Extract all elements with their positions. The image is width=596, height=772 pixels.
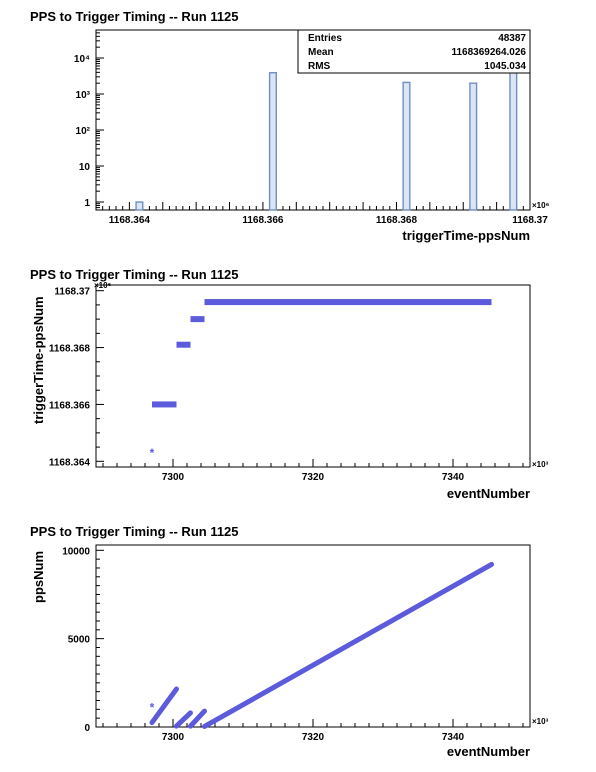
y-tick-label: 1168.37 bbox=[54, 287, 90, 298]
y-tick-label: 10³ bbox=[76, 90, 91, 101]
y-tick-label: 10 bbox=[79, 162, 91, 173]
x-tick-label: 7320 bbox=[302, 472, 325, 483]
histogram-x-label: triggerTime-ppsNum bbox=[402, 228, 530, 243]
pps-vs-event-x-label: eventNumber bbox=[447, 744, 530, 759]
data-band bbox=[176, 341, 191, 348]
histogram-bar bbox=[402, 81, 411, 211]
pps-vs-event-y-label: ppsNum bbox=[31, 551, 46, 603]
data-trend-line bbox=[188, 708, 207, 729]
data-trend-line bbox=[174, 710, 193, 729]
trigger-vs-event-y-label: triggerTime-ppsNum bbox=[31, 296, 46, 424]
pps-vs-event-panel: PPS to Trigger Timing -- Run 1125 0 5000 1… bbox=[30, 524, 549, 759]
x-tick-label: 1168.368 bbox=[376, 215, 418, 226]
y-tick-label: 10000 bbox=[62, 546, 90, 557]
trigger-vs-event-x-label: eventNumber bbox=[447, 486, 530, 501]
stats-box: Entries 48387 Mean 1168369264.026 RMS 10… bbox=[297, 29, 531, 74]
stats-entries-label: Entries bbox=[308, 33, 342, 44]
y-tick-label: 1168.366 bbox=[49, 400, 91, 411]
pps-vs-event-title: PPS to Trigger Timing -- Run 1125 bbox=[30, 524, 239, 539]
data-band bbox=[190, 316, 205, 323]
histogram-x-axis: 1168.364 1168.366 1168.368 1168.37 bbox=[95, 202, 548, 226]
x-tick-label: 7300 bbox=[162, 472, 185, 483]
histogram-title: PPS to Trigger Timing -- Run 1125 bbox=[30, 9, 239, 24]
y-tick-label: 10² bbox=[76, 126, 91, 137]
trigger-vs-event-y-axis: 1168.364 1168.366 1168.368 1168.37 bbox=[49, 287, 104, 468]
data-trend-line bbox=[149, 686, 179, 726]
pps-vs-event-x-axis: 7300 7320 7340 bbox=[102, 719, 524, 743]
data-trend-line bbox=[202, 561, 494, 729]
stats-rms-value: 1045.034 bbox=[484, 61, 526, 72]
y-tick-label: 0 bbox=[84, 723, 90, 734]
stats-mean-value: 1168369264.026 bbox=[451, 47, 526, 58]
x-tick-label: 7300 bbox=[162, 732, 185, 743]
histogram-bar bbox=[268, 72, 277, 211]
star-marker: * bbox=[150, 701, 155, 715]
stats-mean-label: Mean bbox=[308, 47, 334, 58]
data-band bbox=[152, 401, 177, 408]
pps-vs-event-markers: * bbox=[149, 561, 494, 729]
trigger-vs-event-y-multiplier: ×10⁶ bbox=[94, 281, 112, 290]
y-tick-label: 1168.364 bbox=[49, 457, 91, 468]
histogram-y-axis: 1 10 10² 10³ 10⁴ bbox=[74, 29, 104, 211]
x-tick-label: 7320 bbox=[302, 732, 325, 743]
stats-entries-value: 48387 bbox=[498, 33, 526, 44]
x-tick-label: 7340 bbox=[442, 472, 465, 483]
stats-rms-label: RMS bbox=[308, 61, 331, 72]
x-tick-label: 1168.366 bbox=[242, 215, 284, 226]
y-tick-label: 10⁴ bbox=[74, 54, 90, 65]
x-tick-label: 1168.37 bbox=[512, 215, 548, 226]
pps-vs-event-x-multiplier: ×10³ bbox=[532, 717, 549, 726]
star-marker: * bbox=[150, 446, 155, 460]
x-tick-label: 7340 bbox=[442, 732, 465, 743]
pps-vs-event-frame bbox=[95, 544, 531, 728]
y-tick-label: 5000 bbox=[68, 635, 91, 646]
histogram-panel: PPS to Trigger Timing -- Run 1125 1 10 10²… bbox=[30, 9, 550, 243]
pps-vs-event-y-axis: 0 5000 10000 bbox=[62, 546, 104, 734]
data-band bbox=[204, 299, 492, 306]
histogram-bar bbox=[469, 82, 478, 211]
trigger-vs-event-title: PPS to Trigger Timing -- Run 1125 bbox=[30, 267, 239, 282]
histogram-bar bbox=[135, 201, 144, 211]
x-tick-label: 1168.364 bbox=[109, 215, 151, 226]
trigger-vs-event-x-axis: 7300 7320 7340 bbox=[102, 459, 524, 483]
trigger-vs-event-panel: PPS to Trigger Timing -- Run 1125 1168.3… bbox=[30, 267, 549, 501]
histogram-x-multiplier: ×10⁶ bbox=[532, 201, 550, 210]
y-tick-label: 1168.368 bbox=[49, 344, 91, 355]
trigger-vs-event-frame bbox=[95, 284, 531, 468]
stats-box-frame bbox=[297, 29, 531, 74]
trigger-vs-event-x-multiplier: ×10³ bbox=[532, 460, 549, 469]
trigger-vs-event-markers: * bbox=[150, 299, 492, 460]
y-tick-label: 1 bbox=[84, 198, 90, 209]
